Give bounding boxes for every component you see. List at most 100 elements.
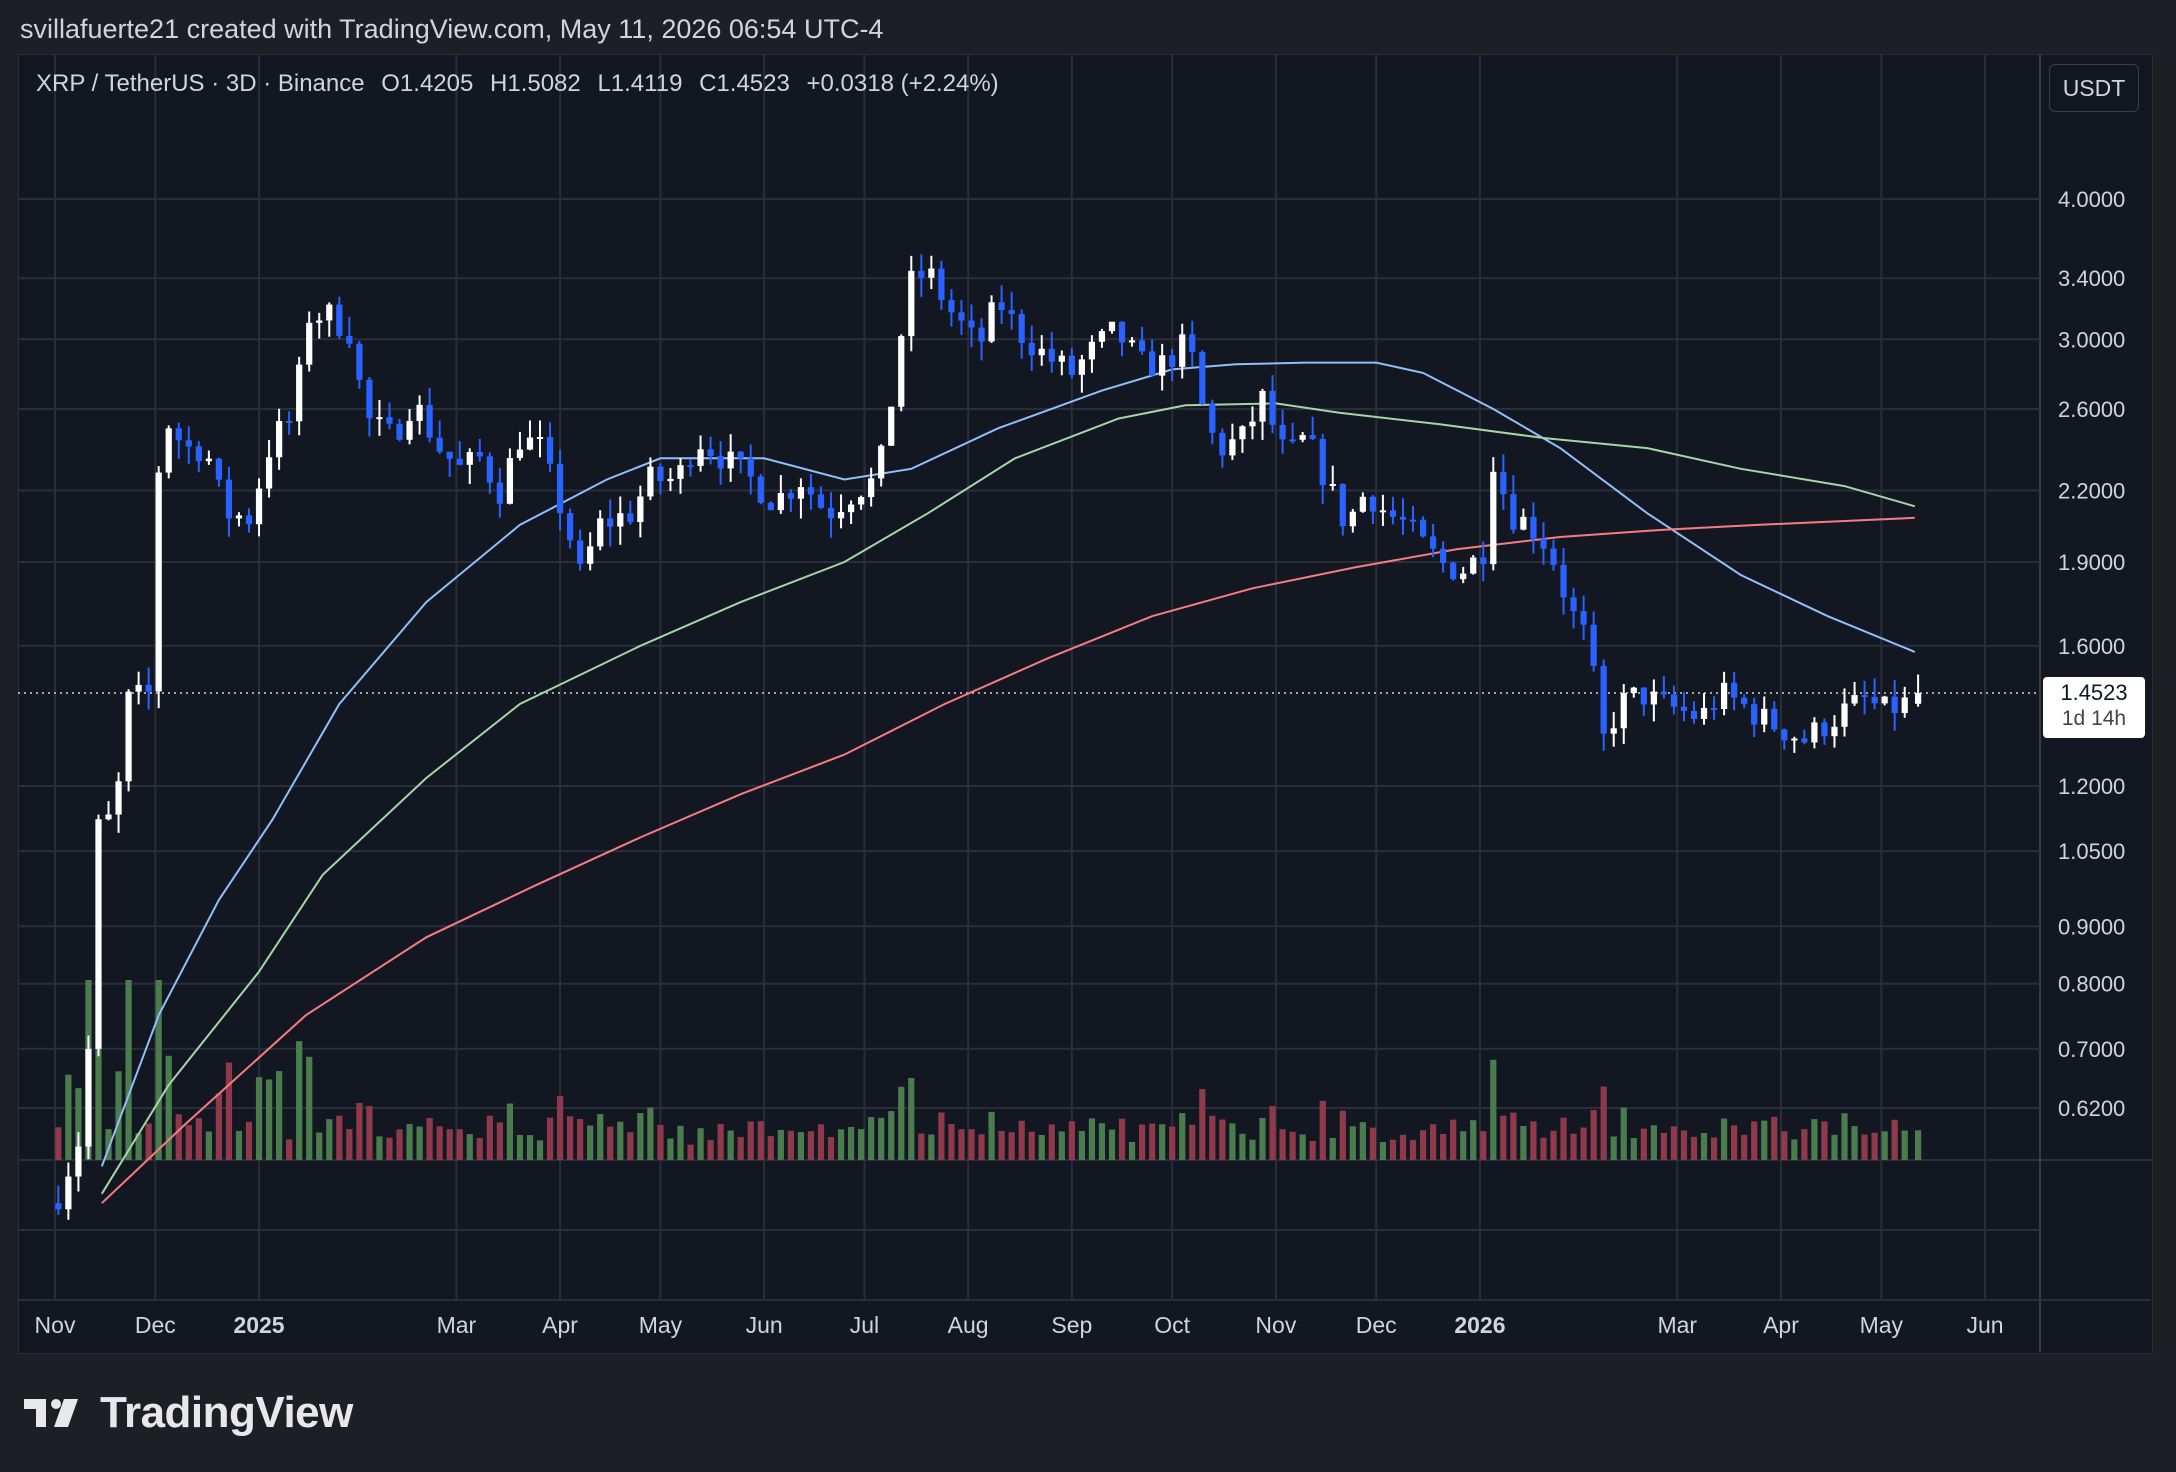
volume-bar bbox=[1450, 1119, 1457, 1160]
volume-bar bbox=[1640, 1128, 1647, 1160]
candle-body bbox=[105, 814, 112, 820]
candle-body bbox=[1359, 496, 1366, 512]
volume-bar bbox=[506, 1103, 514, 1160]
volume-bar bbox=[1128, 1141, 1136, 1160]
candle-body bbox=[1018, 313, 1025, 343]
candle-body bbox=[396, 423, 403, 440]
volume-bar bbox=[1460, 1131, 1467, 1160]
candle-body bbox=[1028, 342, 1035, 356]
volume-bar bbox=[1670, 1126, 1678, 1160]
candle-body bbox=[727, 451, 734, 469]
candle-body bbox=[1399, 516, 1407, 520]
candle-body bbox=[1149, 351, 1156, 376]
candle-body bbox=[1841, 703, 1848, 727]
volume-bar bbox=[978, 1134, 985, 1160]
candle-body bbox=[1470, 557, 1477, 574]
last-price-value: 1.4523 bbox=[2060, 680, 2128, 705]
volume-bar bbox=[536, 1140, 544, 1160]
volume-bar bbox=[587, 1125, 594, 1160]
candle-body bbox=[336, 304, 343, 336]
time-tick-label: Dec bbox=[135, 1312, 176, 1338]
currency-unit-button[interactable]: USDT bbox=[2049, 64, 2139, 112]
volume-bar bbox=[1389, 1139, 1397, 1160]
candle-body bbox=[767, 502, 774, 511]
volume-bar bbox=[185, 1125, 192, 1160]
volume-bar bbox=[105, 1129, 112, 1160]
volume-bar bbox=[657, 1124, 664, 1160]
candle-body bbox=[1690, 710, 1698, 719]
candle-body bbox=[1068, 355, 1075, 375]
volume-bar bbox=[306, 1056, 313, 1160]
candle-body bbox=[1871, 696, 1878, 704]
candle-body bbox=[1259, 390, 1266, 422]
candle-body bbox=[1138, 340, 1146, 352]
volume-bar bbox=[426, 1118, 433, 1160]
volume-bar bbox=[55, 1127, 62, 1160]
volume-bar bbox=[1309, 1140, 1316, 1160]
candle-body bbox=[446, 451, 453, 459]
candle-body bbox=[998, 302, 1005, 311]
candle-body bbox=[1460, 573, 1467, 580]
volume-bar bbox=[175, 1114, 182, 1160]
symbol-legend: XRP / TetherUS · 3D · Binance O1.4205 H1… bbox=[36, 70, 1009, 98]
volume-bar bbox=[597, 1113, 604, 1160]
volume-bar bbox=[1189, 1124, 1196, 1160]
candle-body bbox=[1570, 597, 1577, 612]
candle-body bbox=[1179, 334, 1186, 367]
volume-bar bbox=[1610, 1136, 1617, 1160]
candle-body bbox=[1831, 726, 1838, 737]
candle-body bbox=[1058, 355, 1065, 362]
volume-bar bbox=[878, 1117, 885, 1160]
volume-bar bbox=[1861, 1134, 1868, 1160]
volume-bar bbox=[336, 1115, 343, 1160]
candle-body bbox=[306, 322, 313, 365]
candle-body bbox=[1389, 510, 1397, 517]
volume-bar bbox=[1259, 1117, 1266, 1160]
volume-bar bbox=[1319, 1100, 1326, 1160]
chart-credit: svillafuerte21 created with TradingView.… bbox=[20, 14, 884, 44]
candle-body bbox=[115, 781, 122, 815]
volume-bar bbox=[195, 1118, 202, 1160]
volume-bar bbox=[316, 1132, 323, 1160]
volume-bar bbox=[1841, 1113, 1848, 1160]
candle-body bbox=[1540, 538, 1547, 549]
candle-body bbox=[1199, 352, 1206, 405]
candle-body bbox=[1901, 697, 1908, 714]
candle-body bbox=[145, 684, 152, 692]
volume-bar bbox=[205, 1131, 212, 1160]
candle-body bbox=[55, 1203, 62, 1210]
candle-body bbox=[617, 513, 624, 527]
ohlc-high: H1.5082 bbox=[490, 70, 581, 97]
volume-bar bbox=[918, 1133, 925, 1160]
candle-body bbox=[988, 302, 995, 342]
candle-body bbox=[1038, 348, 1045, 356]
candle-body bbox=[1329, 483, 1336, 486]
volume-bar bbox=[1440, 1133, 1447, 1160]
candle-body bbox=[1580, 611, 1587, 625]
candle-body bbox=[667, 478, 674, 482]
candle-body bbox=[1700, 707, 1708, 719]
candle-body bbox=[1741, 697, 1748, 705]
volume-bar bbox=[546, 1117, 554, 1160]
candle-body bbox=[386, 417, 393, 424]
candle-body bbox=[426, 404, 433, 438]
ohlc-low: L1.4119 bbox=[597, 70, 683, 97]
chart-frame bbox=[18, 54, 2153, 1354]
candle-body bbox=[1369, 496, 1376, 512]
candle-body bbox=[1550, 548, 1557, 565]
candle-body bbox=[346, 335, 353, 344]
candle-body bbox=[486, 456, 493, 483]
volume-bar bbox=[165, 1055, 172, 1160]
candle-body bbox=[1419, 519, 1427, 537]
candle-body bbox=[1660, 691, 1668, 695]
volume-bar bbox=[1660, 1132, 1668, 1160]
candle-body bbox=[898, 336, 905, 407]
volume-bar bbox=[406, 1124, 413, 1160]
volume-bar bbox=[1680, 1130, 1688, 1160]
volume-bar bbox=[1369, 1127, 1376, 1160]
volume-bar bbox=[667, 1138, 674, 1160]
candle-body bbox=[185, 440, 192, 447]
tradingview-logo[interactable]: TradingView bbox=[24, 1388, 353, 1438]
volume-bar bbox=[707, 1140, 714, 1160]
